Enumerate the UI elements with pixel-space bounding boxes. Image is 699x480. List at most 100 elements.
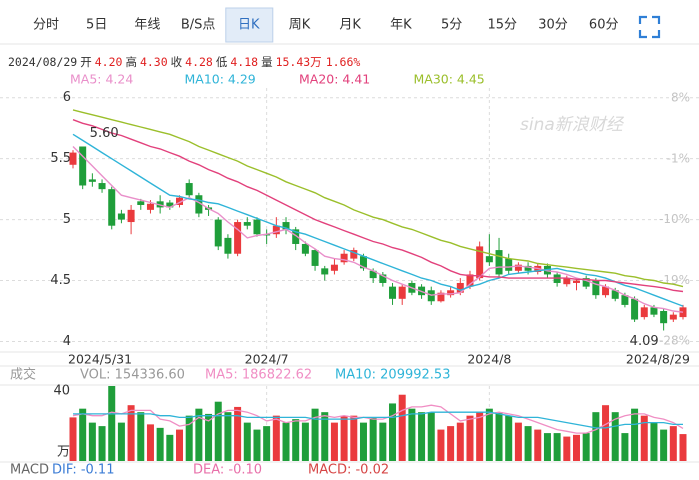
fullscreen-icon[interactable] xyxy=(638,15,661,39)
quote-label: 收 xyxy=(171,55,183,69)
volume-bar xyxy=(640,415,648,461)
candle-body xyxy=(214,219,222,247)
volume-bar xyxy=(524,426,532,461)
tab[interactable]: 分时 xyxy=(33,18,59,33)
volume-bar xyxy=(243,422,251,461)
candle-body xyxy=(660,311,668,324)
legend-entry: MA5: 4.24 xyxy=(70,72,133,87)
candle-body xyxy=(669,314,677,320)
candle-body xyxy=(292,229,300,244)
volume-bar xyxy=(534,429,542,461)
volume-bar xyxy=(660,429,668,461)
volume-bar xyxy=(195,408,203,461)
volume-bar xyxy=(137,412,145,461)
volume-bar xyxy=(514,422,522,461)
ma-line xyxy=(72,109,684,288)
candle-body xyxy=(582,278,590,287)
tab[interactable]: 15分 xyxy=(488,18,518,33)
candle-body xyxy=(146,203,154,210)
volume-bar xyxy=(669,426,677,461)
quote-change: 1.66% xyxy=(326,55,361,69)
tab[interactable]: 60分 xyxy=(589,18,619,33)
macd-value: MACD: -0.02 xyxy=(308,463,389,478)
tab[interactable]: 年线 xyxy=(134,18,160,33)
volume-bar xyxy=(340,415,348,461)
candle-body xyxy=(195,195,203,214)
tab[interactable]: 年K xyxy=(390,18,412,33)
volume-bar xyxy=(466,415,474,461)
candle-body xyxy=(495,250,503,275)
volume-bar xyxy=(476,412,484,461)
candle-body xyxy=(679,307,687,318)
volume-bar xyxy=(205,413,213,461)
candle-body xyxy=(166,202,174,208)
quote-value: 4.18 xyxy=(230,55,258,69)
volume-bar xyxy=(543,433,551,461)
x-tick-label: 2024/7 xyxy=(245,352,289,367)
volume-bar xyxy=(408,408,416,461)
candle-body xyxy=(253,219,261,235)
candle-body xyxy=(359,256,367,269)
volume-bar xyxy=(88,422,96,461)
volume-bar xyxy=(631,408,639,461)
candle-body xyxy=(631,298,639,320)
volume-bar xyxy=(311,408,319,461)
volume-bar xyxy=(495,412,503,461)
volume-bar xyxy=(437,429,445,461)
candle-body xyxy=(98,183,106,190)
y-tick-label: 5 xyxy=(63,212,71,227)
candle-body xyxy=(108,189,116,226)
candle-body xyxy=(79,146,87,186)
volume-bar xyxy=(117,422,125,461)
tab[interactable]: 5分 xyxy=(441,18,462,33)
volume-bar xyxy=(650,422,658,461)
volume-bar xyxy=(321,412,329,461)
quote-label: 开 xyxy=(80,55,92,69)
ma-line xyxy=(72,119,684,293)
volume-bar xyxy=(69,417,77,461)
volume-bar xyxy=(98,426,106,461)
volume-bar xyxy=(263,426,271,461)
volume-tick-label: 40 xyxy=(53,384,70,399)
volume-bar xyxy=(214,401,222,461)
candle-body xyxy=(340,253,348,263)
volume-ma-line xyxy=(72,404,684,434)
volume-bar xyxy=(350,415,358,461)
candle-body xyxy=(476,246,484,279)
volume-bar xyxy=(156,427,164,461)
tab[interactable]: 日K xyxy=(238,18,260,33)
volume-title: 成交 xyxy=(10,367,36,383)
candle-body xyxy=(389,286,397,299)
x-tick-label: 2024/8/29 xyxy=(626,352,690,367)
volume-bar xyxy=(330,422,338,461)
volume-legend: MA5: 186822.62 xyxy=(205,368,312,383)
volume-legend: MA10: 209992.53 xyxy=(335,368,450,383)
candle-body xyxy=(524,265,532,271)
candle-body xyxy=(466,274,474,287)
volume-bar xyxy=(282,422,290,461)
volume-bar xyxy=(234,406,242,461)
volume-legend: VOL: 154336.60 xyxy=(80,368,185,383)
volume-bar xyxy=(398,394,406,461)
candle-body xyxy=(379,274,387,283)
quote-label: 高 xyxy=(125,55,137,69)
volume-bar xyxy=(359,422,367,461)
y2-tick-label: -10% xyxy=(659,212,690,226)
y-tick-label: 4.5 xyxy=(50,273,71,288)
candle-body xyxy=(330,264,338,271)
candle-body xyxy=(88,179,96,182)
candle-body xyxy=(514,264,522,271)
volume-bar xyxy=(127,405,135,461)
volume-bar xyxy=(146,424,154,461)
tab[interactable]: 30分 xyxy=(538,18,568,33)
candle-body xyxy=(243,222,251,226)
quote-label: 量 xyxy=(261,55,273,69)
candle-body xyxy=(69,152,77,165)
tab[interactable]: 5日 xyxy=(86,18,107,33)
tab[interactable]: 月K xyxy=(339,18,361,33)
tab[interactable]: B/S点 xyxy=(181,18,216,33)
tab[interactable]: 周K xyxy=(289,18,311,33)
volume-bar xyxy=(253,429,261,461)
candle-body xyxy=(234,222,242,254)
